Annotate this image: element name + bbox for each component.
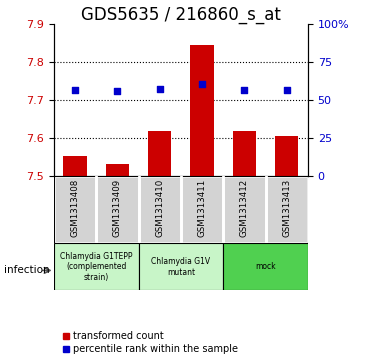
Point	[242, 87, 247, 93]
Point	[72, 87, 78, 93]
Legend: transformed count, percentile rank within the sample: transformed count, percentile rank withi…	[59, 327, 242, 358]
Bar	[148, 131, 171, 176]
Bar	[106, 164, 129, 176]
Bar	[54, 243, 138, 290]
Text: Chlamydia G1TEPP
(complemented
strain): Chlamydia G1TEPP (complemented strain)	[60, 252, 132, 282]
Bar	[275, 136, 298, 176]
Point	[284, 87, 290, 93]
Text: infection: infection	[4, 265, 49, 276]
Bar	[223, 176, 266, 243]
Point	[199, 81, 205, 87]
Text: Chlamydia G1V
mutant: Chlamydia G1V mutant	[151, 257, 210, 277]
Bar	[63, 156, 86, 176]
Bar	[54, 176, 96, 243]
Text: GSM1313413: GSM1313413	[282, 179, 291, 237]
Bar	[138, 176, 181, 243]
Text: GSM1313409: GSM1313409	[113, 179, 122, 237]
Text: mock: mock	[255, 262, 276, 271]
Text: GSM1313410: GSM1313410	[155, 179, 164, 237]
Point	[114, 88, 120, 94]
Title: GDS5635 / 216860_s_at: GDS5635 / 216860_s_at	[81, 5, 281, 24]
Bar	[181, 176, 223, 243]
Bar	[190, 45, 214, 176]
Bar	[138, 243, 223, 290]
Bar	[233, 131, 256, 176]
Bar	[223, 243, 308, 290]
Bar	[96, 176, 138, 243]
Bar	[266, 176, 308, 243]
Text: GSM1313412: GSM1313412	[240, 179, 249, 237]
Text: GSM1313411: GSM1313411	[197, 179, 207, 237]
Text: GSM1313408: GSM1313408	[70, 179, 79, 237]
Point	[157, 86, 162, 92]
